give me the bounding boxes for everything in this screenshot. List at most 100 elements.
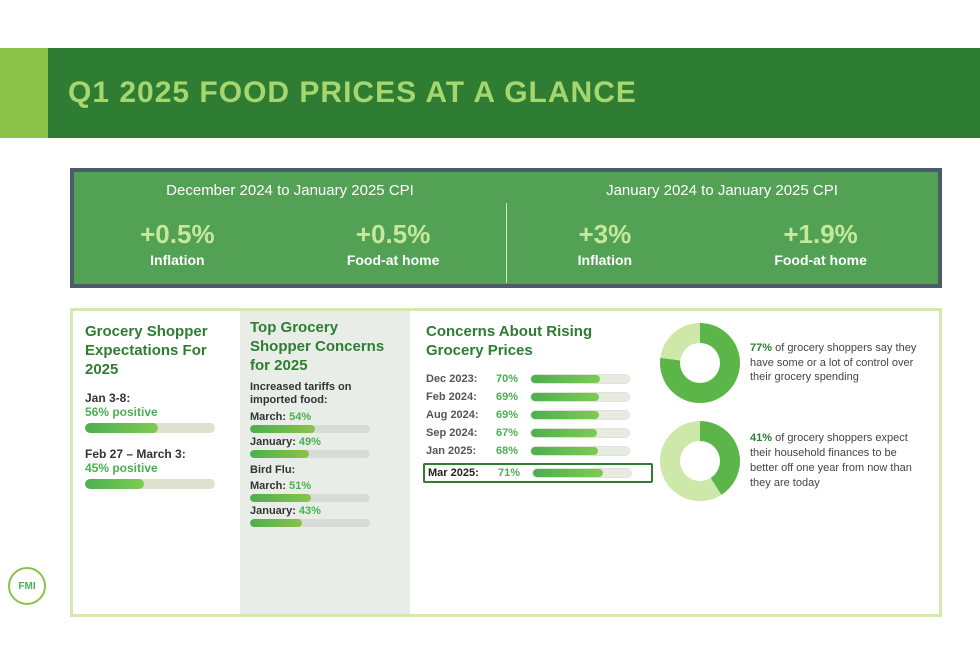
- cpi-value: +0.5%: [140, 219, 214, 250]
- bar-track: [250, 519, 370, 527]
- concern-row: January: 43%: [250, 505, 400, 527]
- bar-track: [530, 428, 630, 438]
- fmi-logo-text: FMI: [18, 581, 35, 592]
- cpi-stat: +3% Inflation: [578, 219, 632, 268]
- bar-track: [532, 468, 632, 478]
- rising-pct: 68%: [496, 445, 524, 457]
- cpi-sublabel: Food-at home: [774, 252, 867, 268]
- concern-pct: 51%: [289, 480, 311, 492]
- col-concerns-2025: Top Grocery Shopper Concerns for 2025 In…: [240, 311, 410, 614]
- concern-heading: Bird Flu:: [250, 464, 400, 477]
- rising-pct: 69%: [496, 409, 524, 421]
- bar-fill: [531, 375, 600, 383]
- rising-title: Concerns About Rising Grocery Prices: [426, 323, 650, 361]
- col-donuts: 77% of grocery shoppers say they have so…: [660, 323, 927, 602]
- rising-row: Aug 2024: 69%: [426, 409, 650, 421]
- donut-row: 41% of grocery shoppers expect their hou…: [660, 421, 927, 501]
- cpi-value: +0.5%: [356, 219, 430, 250]
- bar-fill: [531, 393, 599, 401]
- rising-pct: 70%: [496, 373, 524, 385]
- concern-month: January:: [250, 436, 299, 448]
- exp-value: 56% positive: [85, 405, 230, 419]
- cpi-stat: +1.9% Food-at home: [774, 219, 867, 268]
- concern-pct: 54%: [289, 411, 311, 423]
- rising-row: Feb 2024: 69%: [426, 391, 650, 403]
- fmi-logo: FMI: [8, 567, 46, 605]
- page-title: Q1 2025 FOOD PRICES AT A GLANCE: [68, 76, 637, 110]
- bar-track: [85, 423, 215, 433]
- cpi-panel: December 2024 to January 2025 CPI Januar…: [70, 168, 942, 288]
- concern-row: March: 51%: [250, 480, 400, 502]
- cpi-value: +1.9%: [783, 219, 857, 250]
- bar-fill: [531, 411, 599, 419]
- bar-track: [530, 392, 630, 402]
- bar-track: [85, 479, 215, 489]
- cpi-right-period: January 2024 to January 2025 CPI: [606, 182, 838, 199]
- bar-track: [250, 494, 370, 502]
- bar-track: [250, 450, 370, 458]
- exp-value: 45% positive: [85, 461, 230, 475]
- bar-fill: [85, 423, 158, 433]
- rising-label: Feb 2024:: [426, 391, 490, 403]
- expectation-item: Feb 27 – March 3:45% positive: [85, 447, 230, 489]
- header-bar: Q1 2025 FOOD PRICES AT A GLANCE: [0, 48, 980, 138]
- bar-fill: [250, 519, 302, 527]
- expectation-item: Jan 3-8:56% positive: [85, 391, 230, 433]
- donut-hole: [680, 441, 720, 481]
- concern-month: March:: [250, 411, 289, 423]
- concerns-title: Top Grocery Shopper Concerns for 2025: [250, 319, 400, 375]
- rising-row: Sep 2024: 67%: [426, 427, 650, 439]
- concern-pct: 43%: [299, 505, 321, 517]
- rising-label: Sep 2024:: [426, 427, 490, 439]
- rising-label: Dec 2023:: [426, 373, 490, 385]
- rising-row: Jan 2025: 68%: [426, 445, 650, 457]
- concern-row: January: 49%: [250, 436, 400, 458]
- header-accent: [0, 48, 48, 138]
- rising-pct: 67%: [496, 427, 524, 439]
- exp-label: Jan 3-8:: [85, 391, 230, 405]
- cpi-sublabel: Food-at home: [347, 252, 440, 268]
- bar-fill: [531, 447, 598, 455]
- cpi-sublabel: Inflation: [150, 252, 204, 268]
- bar-track: [250, 425, 370, 433]
- bar-fill: [531, 429, 597, 437]
- cpi-value: +3%: [578, 219, 631, 250]
- concern-month: March:: [250, 480, 289, 492]
- bar-track: [530, 374, 630, 384]
- rising-label: Aug 2024:: [426, 409, 490, 421]
- donut-hole: [680, 343, 720, 383]
- bar-track: [530, 446, 630, 456]
- col-rising: Concerns About Rising Grocery Prices Dec…: [420, 323, 650, 602]
- header-main: Q1 2025 FOOD PRICES AT A GLANCE: [48, 48, 980, 138]
- donut-pct: 41%: [750, 432, 772, 444]
- concern-heading: Increased tariffs on imported food:: [250, 381, 400, 407]
- donut-text: 77% of grocery shoppers say they have so…: [750, 341, 927, 386]
- bar-fill: [85, 479, 144, 489]
- donut-pct: 77%: [750, 342, 772, 354]
- rising-row: Dec 2023: 70%: [426, 373, 650, 385]
- bar-fill: [533, 469, 603, 477]
- concern-row: March: 54%: [250, 411, 400, 433]
- cpi-stat: +0.5% Inflation: [140, 219, 214, 268]
- rising-label: Mar 2025:: [428, 467, 492, 479]
- expectations-title: Grocery Shopper Expectations For 2025: [85, 323, 230, 379]
- rising-pct: 71%: [498, 467, 526, 479]
- donut-chart: [660, 323, 740, 403]
- exp-label: Feb 27 – March 3:: [85, 447, 230, 461]
- rising-label: Jan 2025:: [426, 445, 490, 457]
- bar-fill: [250, 425, 315, 433]
- cpi-left-period: December 2024 to January 2025 CPI: [166, 182, 414, 199]
- main-panel: Grocery Shopper Expectations For 2025 Ja…: [70, 308, 942, 617]
- donut-row: 77% of grocery shoppers say they have so…: [660, 323, 927, 403]
- donut-text: 41% of grocery shoppers expect their hou…: [750, 431, 927, 490]
- cpi-stat: +0.5% Food-at home: [347, 219, 440, 268]
- cpi-sublabel: Inflation: [578, 252, 632, 268]
- bar-fill: [250, 494, 311, 502]
- rising-row-highlight: Mar 2025: 71%: [423, 463, 653, 483]
- bar-fill: [250, 450, 309, 458]
- concern-month: January:: [250, 505, 299, 517]
- col-expectations: Grocery Shopper Expectations For 2025 Ja…: [85, 323, 230, 602]
- bar-track: [530, 410, 630, 420]
- rising-pct: 69%: [496, 391, 524, 403]
- donut-chart: [660, 421, 740, 501]
